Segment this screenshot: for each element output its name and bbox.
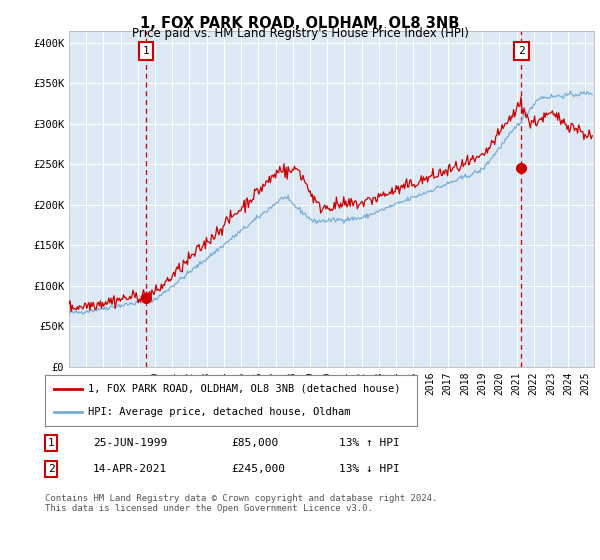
Text: 25-JUN-1999: 25-JUN-1999 — [93, 438, 167, 448]
Text: £245,000: £245,000 — [231, 464, 285, 474]
Text: 13% ↓ HPI: 13% ↓ HPI — [339, 464, 400, 474]
Text: Contains HM Land Registry data © Crown copyright and database right 2024.
This d: Contains HM Land Registry data © Crown c… — [45, 494, 437, 514]
Text: Price paid vs. HM Land Registry's House Price Index (HPI): Price paid vs. HM Land Registry's House … — [131, 27, 469, 40]
Text: HPI: Average price, detached house, Oldham: HPI: Average price, detached house, Oldh… — [88, 407, 350, 417]
Text: 1: 1 — [143, 46, 149, 56]
Text: 2: 2 — [518, 46, 525, 56]
Text: 1, FOX PARK ROAD, OLDHAM, OL8 3NB (detached house): 1, FOX PARK ROAD, OLDHAM, OL8 3NB (detac… — [88, 384, 400, 394]
Text: 13% ↑ HPI: 13% ↑ HPI — [339, 438, 400, 448]
Text: 1, FOX PARK ROAD, OLDHAM, OL8 3NB: 1, FOX PARK ROAD, OLDHAM, OL8 3NB — [140, 16, 460, 31]
Text: 1: 1 — [47, 438, 55, 448]
Text: 14-APR-2021: 14-APR-2021 — [93, 464, 167, 474]
Text: 2: 2 — [47, 464, 55, 474]
Text: £85,000: £85,000 — [231, 438, 278, 448]
